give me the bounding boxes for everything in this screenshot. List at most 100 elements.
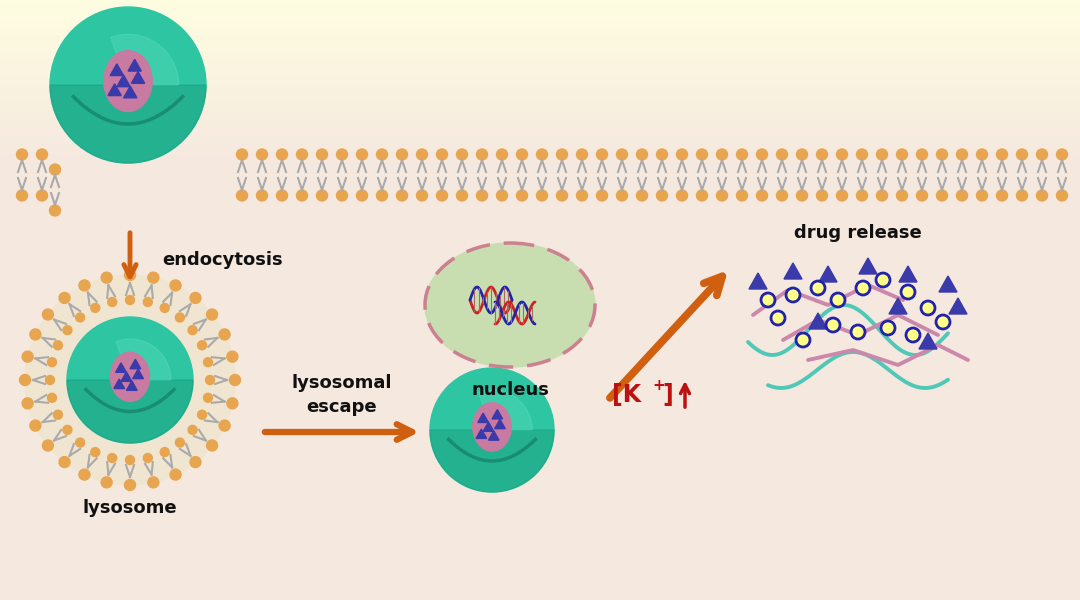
Bar (0, 32, 1080, 33)
Circle shape (337, 149, 348, 160)
Text: +: + (652, 379, 665, 394)
Bar (0, 510, 1080, 511)
Bar (0, 501, 1080, 502)
Bar (0, 512, 1080, 513)
Circle shape (76, 438, 84, 447)
Bar (0, 154, 1080, 155)
Bar (0, 460, 1080, 461)
Circle shape (219, 420, 230, 431)
Circle shape (577, 149, 588, 160)
Bar (0, 353, 1080, 354)
Bar (0, 287, 1080, 288)
Bar (0, 318, 1080, 319)
Bar (0, 405, 1080, 406)
Bar (0, 113, 1080, 114)
Wedge shape (110, 34, 178, 85)
Bar (0, 63, 1080, 64)
Bar (0, 422, 1080, 423)
Circle shape (831, 293, 845, 307)
Bar (0, 523, 1080, 524)
Circle shape (957, 190, 968, 201)
Bar (0, 216, 1080, 217)
Bar (0, 182, 1080, 183)
Bar (0, 236, 1080, 237)
Polygon shape (117, 75, 131, 86)
Bar (0, 396, 1080, 397)
Circle shape (22, 351, 33, 362)
Bar (0, 40, 1080, 41)
Bar (0, 88, 1080, 89)
Bar (0, 187, 1080, 188)
Bar (0, 185, 1080, 186)
Bar (0, 549, 1080, 550)
Bar (0, 293, 1080, 294)
Polygon shape (750, 273, 767, 289)
Bar (0, 281, 1080, 282)
Bar (0, 73, 1080, 74)
Bar (0, 439, 1080, 440)
Bar (0, 258, 1080, 259)
Bar (0, 14, 1080, 15)
Bar (0, 358, 1080, 359)
Polygon shape (492, 410, 502, 419)
Bar (0, 458, 1080, 459)
Bar (0, 89, 1080, 90)
Circle shape (917, 190, 928, 201)
Bar (0, 335, 1080, 336)
Bar (0, 520, 1080, 521)
Bar (0, 265, 1080, 266)
Bar (0, 369, 1080, 370)
Circle shape (796, 333, 810, 347)
Bar (0, 339, 1080, 340)
Bar (0, 464, 1080, 465)
Bar (0, 62, 1080, 63)
Bar (0, 528, 1080, 529)
Polygon shape (899, 266, 917, 282)
Bar (0, 395, 1080, 396)
Bar (0, 95, 1080, 96)
Bar (0, 229, 1080, 230)
Bar (0, 511, 1080, 512)
Bar (0, 44, 1080, 45)
Circle shape (148, 272, 159, 283)
Circle shape (761, 293, 775, 307)
Text: ]: ] (662, 383, 673, 407)
Bar (0, 359, 1080, 360)
Bar (0, 591, 1080, 592)
Bar (0, 172, 1080, 173)
Bar (0, 433, 1080, 434)
Polygon shape (132, 71, 145, 83)
Bar (0, 141, 1080, 142)
Circle shape (876, 273, 890, 287)
Circle shape (856, 149, 867, 160)
Bar (0, 449, 1080, 450)
Circle shape (50, 205, 60, 216)
Bar (0, 427, 1080, 428)
Bar (0, 161, 1080, 162)
Bar (0, 503, 1080, 504)
Bar (0, 39, 1080, 40)
Circle shape (170, 280, 181, 291)
Bar (0, 537, 1080, 538)
Bar (0, 589, 1080, 590)
Bar (0, 406, 1080, 407)
Circle shape (537, 190, 548, 201)
Circle shape (175, 313, 185, 322)
Bar (0, 586, 1080, 587)
Bar (0, 541, 1080, 542)
Circle shape (921, 301, 935, 315)
Bar (0, 313, 1080, 314)
Circle shape (257, 149, 268, 160)
Circle shape (206, 440, 217, 451)
Circle shape (91, 448, 99, 457)
Bar (0, 67, 1080, 68)
Circle shape (108, 454, 117, 463)
Bar (0, 593, 1080, 594)
Bar (0, 131, 1080, 132)
Bar (0, 551, 1080, 552)
Bar (0, 267, 1080, 268)
Ellipse shape (426, 243, 595, 367)
Bar (0, 515, 1080, 516)
Circle shape (417, 149, 428, 160)
Circle shape (76, 313, 84, 322)
